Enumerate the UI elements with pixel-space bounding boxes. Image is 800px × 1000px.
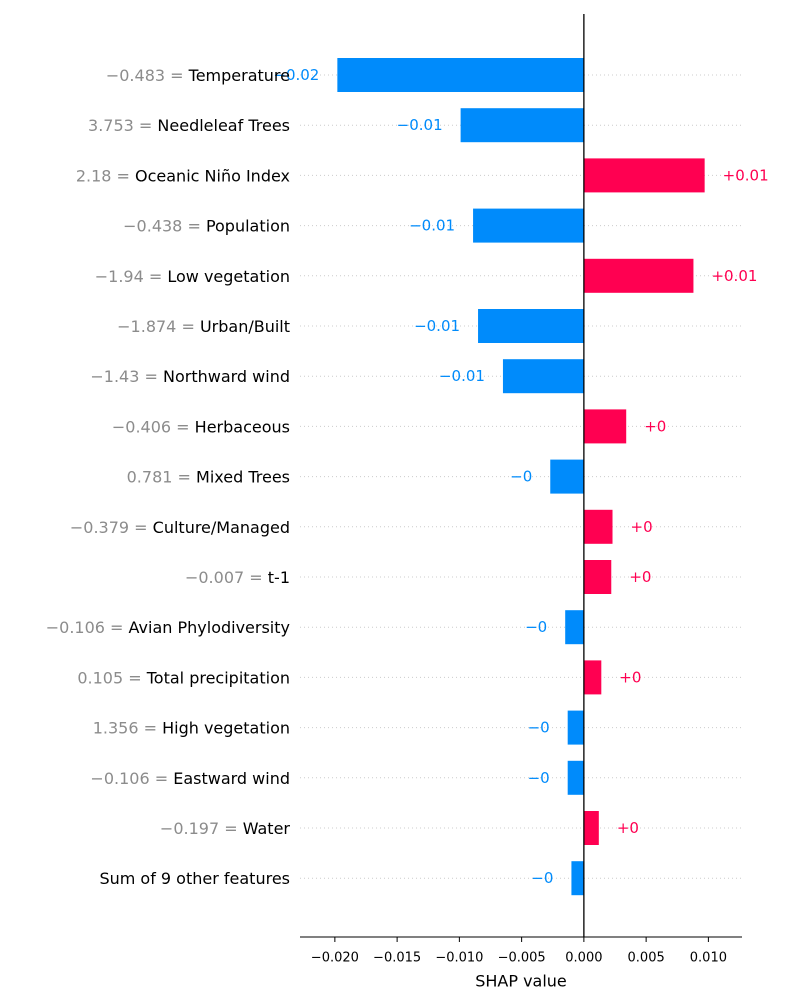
feature-name: Northward wind xyxy=(163,367,290,386)
feature-label: −1.43 = Northward wind xyxy=(90,367,290,386)
feature-value: 0.781 = xyxy=(127,467,196,486)
bars xyxy=(337,58,705,896)
feature-value: 1.356 = xyxy=(93,718,162,737)
bar-value-label: −0 xyxy=(525,618,547,636)
feature-name: Eastward wind xyxy=(173,768,290,787)
x-tick-label: −0.005 xyxy=(498,951,546,966)
shap-bar xyxy=(567,710,584,745)
feature-label: −1.94 = Low vegetation xyxy=(95,266,290,285)
feature-name: Herbaceous xyxy=(195,417,290,436)
shap-bar xyxy=(460,108,584,143)
feature-label: −0.379 = Culture/Managed xyxy=(70,517,290,536)
feature-value: −0.197 = xyxy=(160,819,243,838)
shap-bar xyxy=(583,158,705,193)
feature-value: −1.874 = xyxy=(117,317,200,336)
shap-bar xyxy=(565,610,584,645)
feature-label: −0.483 = Temperature xyxy=(106,66,290,85)
x-tick-label: −0.015 xyxy=(373,951,421,966)
bar-value-label: −0 xyxy=(528,719,550,737)
feature-value: −0.483 = xyxy=(106,66,189,85)
feature-name: Urban/Built xyxy=(200,317,290,336)
feature-value: −0.106 = xyxy=(90,768,173,787)
feature-name: Low vegetation xyxy=(167,266,290,285)
bar-value-label: −0.02 xyxy=(273,66,319,84)
feature-label: −0.106 = Avian Phylodiversity xyxy=(46,618,290,637)
feature-value: −0.406 = xyxy=(112,417,195,436)
bar-value-label: −0.01 xyxy=(409,217,455,235)
x-tick-label: 0.010 xyxy=(690,951,727,966)
feature-name: Mixed Trees xyxy=(196,467,290,486)
feature-label: 0.781 = Mixed Trees xyxy=(127,467,290,486)
feature-value: 2.18 = xyxy=(76,166,135,185)
feature-name: Oceanic Niño Index xyxy=(135,166,290,185)
feature-name: Avian Phylodiversity xyxy=(129,618,290,637)
bar-value-label: +0 xyxy=(644,417,666,435)
shap-bar xyxy=(583,811,599,845)
bar-value-label: +0.01 xyxy=(711,267,757,285)
bar-value-label: +0 xyxy=(619,668,641,686)
x-axis-ticks: −0.020 −0.015 −0.010 −0.005 0.000 0.005 0.010 xyxy=(311,937,727,966)
feature-name: Needleleaf Trees xyxy=(157,116,290,135)
bar-value-label: +0 xyxy=(631,518,653,536)
shap-bar xyxy=(571,861,584,896)
shap-bar xyxy=(337,58,584,92)
feature-label: 2.18 = Oceanic Niño Index xyxy=(76,166,290,185)
bar-value-label: −0 xyxy=(531,869,553,887)
feature-label: −0.197 = Water xyxy=(160,819,291,838)
feature-name: Total precipitation xyxy=(146,668,290,687)
feature-name: Sum of 9 other features xyxy=(99,869,290,888)
x-axis-title: SHAP value xyxy=(475,972,567,991)
feature-label: −0.007 = t-1 xyxy=(185,568,290,587)
shap-bar xyxy=(478,309,584,343)
feature-label: −0.106 = Eastward wind xyxy=(90,768,290,787)
feature-label: −1.874 = Urban/Built xyxy=(117,317,290,336)
shap-bar xyxy=(502,359,584,394)
feature-value: −0.438 = xyxy=(123,216,206,235)
feature-value: −0.007 = xyxy=(185,568,268,587)
feature-labels: −0.02−0.483 = Temperature−0.013.753 = Ne… xyxy=(46,66,769,888)
feature-name: High vegetation xyxy=(162,718,290,737)
x-tick-label: −0.020 xyxy=(311,951,359,966)
feature-value: −1.43 = xyxy=(90,367,163,386)
x-tick-label: 0.000 xyxy=(565,951,602,966)
bar-value-label: +0 xyxy=(617,819,639,837)
feature-value: −0.379 = xyxy=(70,517,153,536)
feature-value: −0.106 = xyxy=(46,618,129,637)
bar-value-label: +0 xyxy=(629,568,651,586)
bar-value-label: −0 xyxy=(528,769,550,787)
feature-label: 3.753 = Needleleaf Trees xyxy=(88,116,290,135)
feature-label: 0.105 = Total precipitation xyxy=(77,668,290,687)
bar-value-label: −0 xyxy=(510,468,532,486)
feature-label: Sum of 9 other features xyxy=(99,869,290,888)
shap-bar xyxy=(583,258,694,293)
bar-value-label: +0.01 xyxy=(723,166,769,184)
x-tick-label: −0.010 xyxy=(435,951,483,966)
shap-bar xyxy=(473,208,584,243)
bar-value-label: −0.01 xyxy=(397,116,443,134)
feature-value: 0.105 = xyxy=(77,668,146,687)
feature-label: −0.406 = Herbaceous xyxy=(112,417,290,436)
feature-name: Culture/Managed xyxy=(153,517,290,536)
feature-value: 3.753 = xyxy=(88,116,157,135)
feature-name: Temperature xyxy=(188,66,290,85)
feature-name: Population xyxy=(206,216,290,235)
bar-value-label: −0.01 xyxy=(439,367,485,385)
feature-label: −0.438 = Population xyxy=(123,216,290,235)
bar-value-label: −0.01 xyxy=(414,317,460,335)
feature-name: Water xyxy=(243,819,291,838)
shap-bar xyxy=(583,660,602,695)
shap-bar xyxy=(583,560,612,594)
shap-bar xyxy=(583,509,613,544)
x-tick-label: 0.005 xyxy=(628,951,665,966)
feature-name: t-1 xyxy=(268,568,290,587)
shap-bar xyxy=(583,409,627,444)
shap-bar xyxy=(550,459,584,494)
shap-bar xyxy=(567,760,584,795)
feature-value: −1.94 = xyxy=(95,266,168,285)
feature-label: 1.356 = High vegetation xyxy=(93,718,290,737)
